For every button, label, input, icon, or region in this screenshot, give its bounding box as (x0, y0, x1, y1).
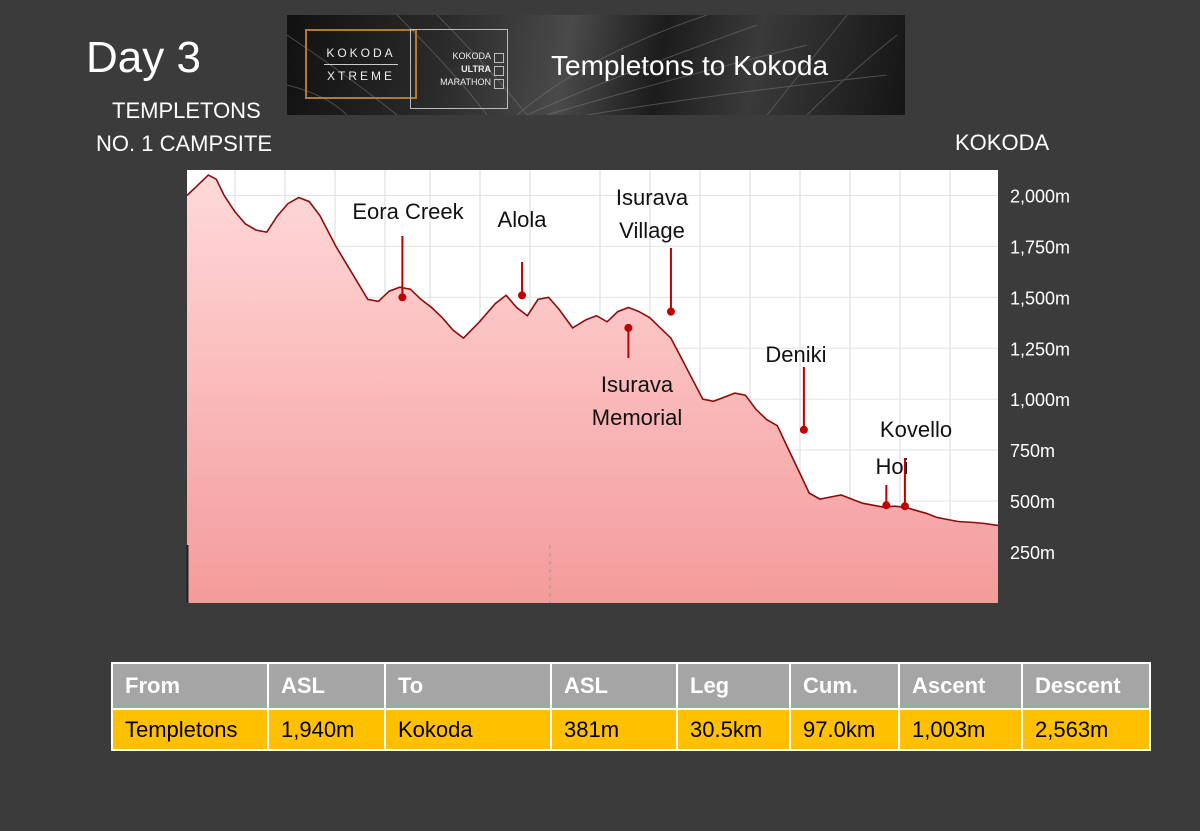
y-tick-label: 2,000m (1010, 186, 1070, 206)
col-to: To (384, 662, 552, 710)
col-ascent: Ascent (898, 662, 1023, 710)
kokoda-xtreme-logo: KOKODA XTREME (305, 29, 417, 99)
waypoint-label: Alola (498, 207, 548, 232)
col-to-asl: ASL (550, 662, 678, 710)
y-tick-label: 1,750m (1010, 237, 1070, 257)
summary-data-row: Templetons 1,940m Kokoda 381m 30.5km 97.… (111, 708, 1151, 751)
waypoint-label: Eora Creek (352, 199, 464, 224)
elevation-line (186, 174, 999, 527)
start-location-line2: NO. 1 CAMPSITE (96, 131, 273, 156)
start-location-line1: TEMPLETONS (112, 98, 261, 123)
col-from-asl: ASL (267, 662, 386, 710)
banner-title: Templetons to Kokoda (551, 50, 829, 81)
logo-ultra-line1: KOKODA (452, 50, 491, 61)
waypoint-label: Kovello (880, 417, 952, 442)
summary-header-row: From ASL To ASL Leg Cum. Ascent Descent (111, 662, 1151, 710)
logo-xtreme-line1: KOKODA (326, 45, 396, 60)
y-tick-label: 750m (1010, 441, 1055, 461)
logo-ultra-line2: ULTRA (461, 63, 491, 74)
waypoint-label: Isurava (601, 372, 674, 397)
col-descent: Descent (1021, 662, 1151, 710)
waypoint-label: Memorial (592, 405, 682, 430)
waypoint-markers: Eora Creek Alola Isurava Village Isurava Memo… (352, 185, 952, 511)
y-tick-label: 1,500m (1010, 288, 1070, 308)
cell-from-asl: 1,940m (267, 708, 386, 751)
elevation-area (187, 175, 998, 603)
waypoint-dot (666, 307, 675, 316)
waypoint-dot (799, 425, 808, 434)
kokoda-ultra-marathon-logo: KOKODA ULTRA MARATHON (410, 29, 508, 109)
cell-to-asl: 381m (550, 708, 678, 751)
logo-ultra-line3: MARATHON (440, 76, 491, 87)
waypoint-dot (398, 293, 407, 302)
col-from: From (111, 662, 269, 710)
header-banner: KOKODA XTREME KOKODA ULTRA MARATHON Temp… (287, 15, 905, 115)
col-cumulative: Cum. (789, 662, 900, 710)
waypoint-label: Hoi (875, 454, 908, 479)
y-tick-label: 1,250m (1010, 339, 1070, 359)
cell-leg: 30.5km (676, 708, 791, 751)
end-location-label: KOKODA (955, 130, 1050, 155)
y-tick-label: 1,000m (1010, 390, 1070, 410)
elevation-chart-svg: 2,000m 1,750m 1,500m 1,250m 1,000m 750m 500m 25… (186, 170, 1070, 603)
waypoint-dot (518, 291, 527, 300)
cell-descent: 2,563m (1021, 708, 1151, 751)
day-summary-table: From ASL To ASL Leg Cum. Ascent Descent … (111, 662, 1151, 751)
cell-from: Templetons (111, 708, 269, 751)
logo-xtreme-line2: XTREME (326, 68, 395, 83)
y-tick-label: 500m (1010, 492, 1055, 512)
day-title: Day 3 (86, 33, 201, 82)
waypoint-label: Isurava (616, 185, 689, 210)
waypoint-label: Deniki (765, 342, 826, 367)
waypoint-label: Village (619, 218, 685, 243)
y-tick-label: 250m (1010, 543, 1055, 563)
waypoint-dot (882, 501, 891, 510)
cell-cumulative: 97.0km (789, 708, 900, 751)
cell-to: Kokoda (384, 708, 552, 751)
col-leg: Leg (676, 662, 791, 710)
waypoint-dot (624, 323, 633, 332)
cell-ascent: 1,003m (898, 708, 1023, 751)
y-axis-ticks: 2,000m 1,750m 1,500m 1,250m 1,000m 750m 500m 25… (1010, 186, 1070, 563)
waypoint-dot (900, 502, 909, 511)
